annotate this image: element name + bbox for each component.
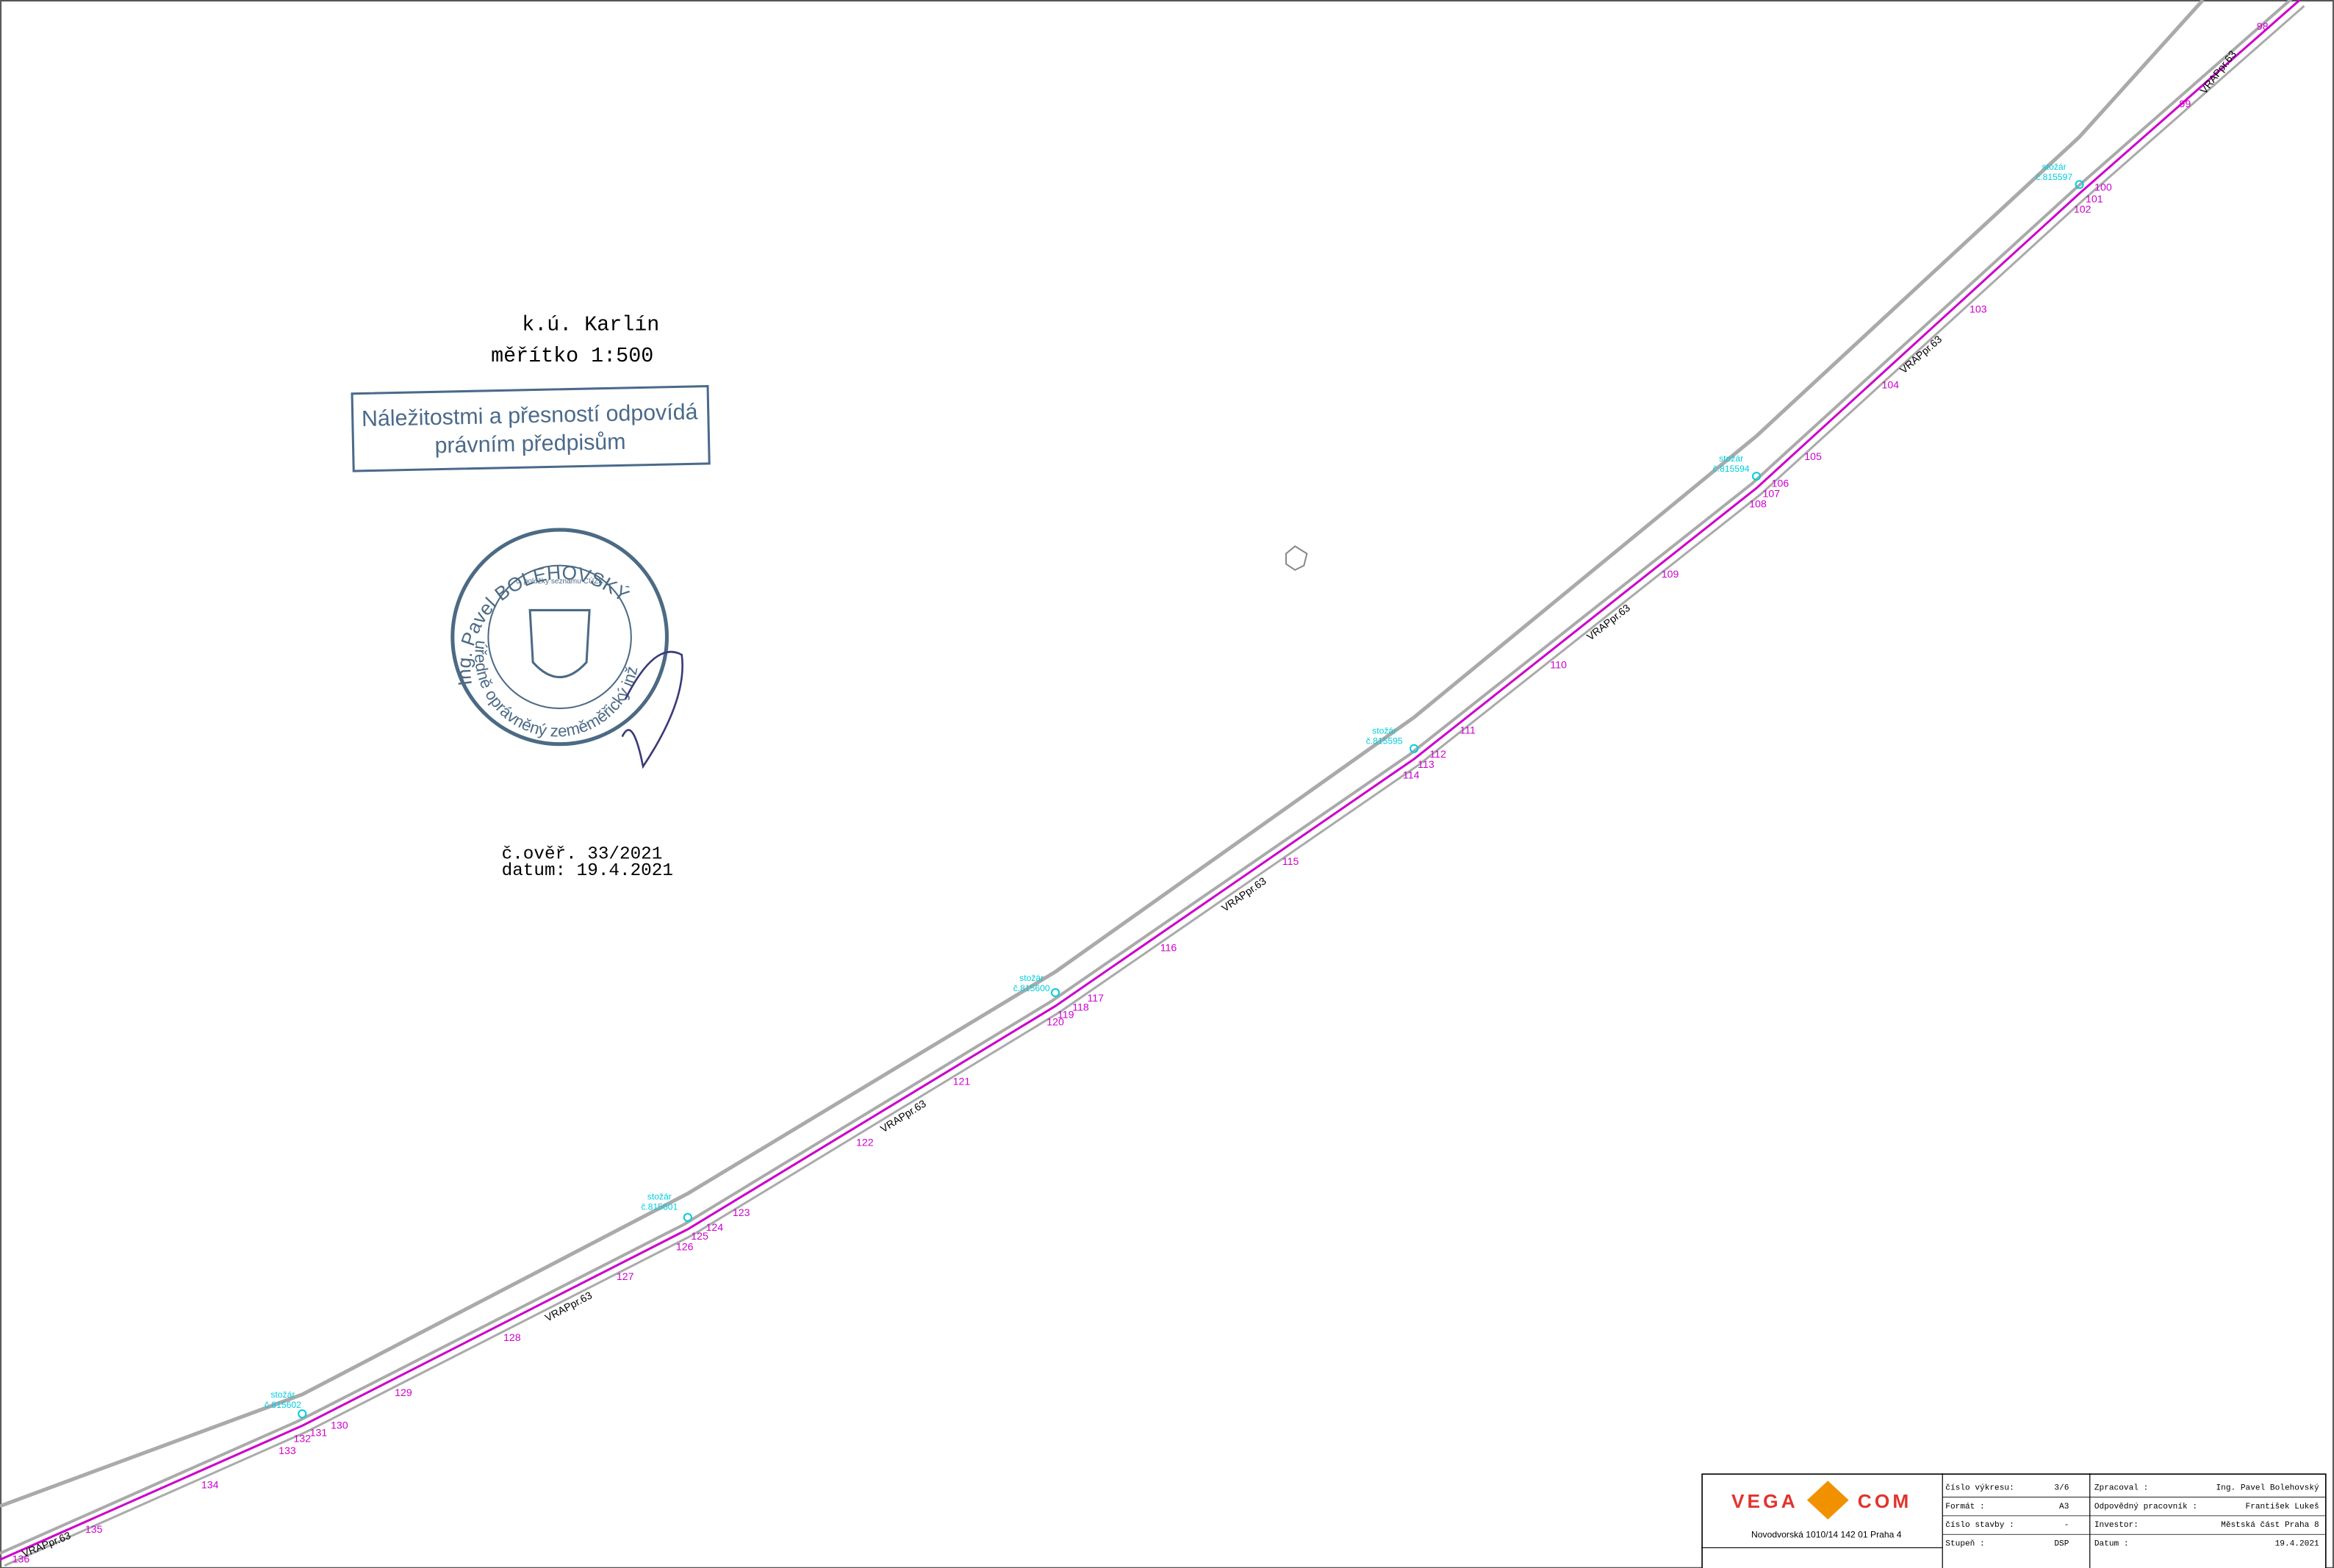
- pole-id: č.815600: [1013, 983, 1050, 993]
- point-number: 108: [1749, 499, 1767, 511]
- pole-kind: stožár: [1019, 973, 1044, 983]
- pole-kind: stožár: [647, 1192, 672, 1202]
- title-cell: DSP: [2054, 1539, 2069, 1548]
- point-number: 124: [705, 1222, 723, 1234]
- title-block: VEGA COM Novodvorská 1010/14 142 01 Prah…: [1701, 1473, 2326, 1568]
- pole-id: č.815595: [1366, 736, 1403, 747]
- drawing: k.ú. Karlín měřítko 1:500 Náležitostmi a…: [0, 0, 2334, 1568]
- title-cell: A3: [2059, 1503, 2069, 1511]
- point-number: 126: [676, 1241, 694, 1253]
- point-number: 128: [503, 1332, 521, 1344]
- point-number: 135: [85, 1524, 103, 1536]
- title-cell: Městská část Praha 8: [2221, 1521, 2319, 1530]
- point-number: 115: [1282, 856, 1299, 868]
- title-cell: Investor:: [2094, 1521, 2139, 1530]
- point-number: 118: [1072, 1001, 1089, 1013]
- title-cell: Datum :: [2094, 1539, 2129, 1548]
- point-number: 100: [2094, 181, 2112, 193]
- point-number: 134: [201, 1479, 219, 1491]
- point-number: 110: [1550, 659, 1567, 671]
- point-number: 132: [293, 1434, 311, 1445]
- point-number: 105: [1804, 451, 1822, 463]
- point-number: 99: [2180, 98, 2191, 110]
- point-number: 133: [279, 1445, 296, 1457]
- point-number: 117: [1087, 993, 1104, 1004]
- pole-kind: stožár: [270, 1389, 295, 1400]
- point-number: 130: [331, 1420, 348, 1431]
- point-number: 114: [1403, 769, 1420, 781]
- title-cell: Ing. Pavel Bolehovský: [2216, 1484, 2319, 1492]
- pole-kind: stožár: [2042, 162, 2067, 172]
- title-cell: číslo výkresu:: [1945, 1484, 2014, 1492]
- sheet-border: [1, 1, 2333, 1568]
- point-number: 131: [310, 1428, 328, 1439]
- logo: COM: [1858, 1490, 1912, 1512]
- scale: měřítko 1:500: [491, 344, 653, 368]
- title-cell: -: [2064, 1521, 2069, 1530]
- point-number: 111: [1459, 725, 1476, 737]
- pole-kind: stožár: [1719, 453, 1743, 464]
- title-cell: František Lukeš: [2246, 1503, 2319, 1511]
- point-number: 102: [2074, 204, 2091, 216]
- point-number: 103: [1969, 303, 1987, 315]
- pole-id: č.815601: [641, 1202, 678, 1212]
- verification-date: datum: 19.4.2021: [502, 861, 673, 881]
- point-number: 104: [1882, 380, 1900, 392]
- title-cell: Formát :: [1945, 1503, 1984, 1511]
- title-cell: 19.4.2021: [2275, 1539, 2319, 1548]
- page: k.ú. Karlín měřítko 1:500 Náležitostmi a…: [0, 0, 2334, 1568]
- pole-id: č.815594: [1713, 464, 1750, 474]
- cadastre: k.ú. Karlín: [522, 313, 659, 337]
- pole-id: č.815597: [2036, 172, 2072, 182]
- point-number: 121: [953, 1076, 971, 1088]
- logo: VEGA: [1731, 1490, 1798, 1512]
- seal-note: č. položky seznamu ČÚZK: [516, 576, 603, 586]
- stamp-text: právním předpisům: [434, 429, 626, 458]
- title-cell: Odpovědný pracovník :: [2094, 1503, 2197, 1511]
- title-cell: 3/6: [2054, 1484, 2069, 1492]
- point-number: 122: [856, 1137, 874, 1149]
- pole-id: č.815602: [265, 1400, 301, 1410]
- address: Novodvorská 1010/14 142 01 Praha 4: [1751, 1529, 1902, 1539]
- point-number: 125: [691, 1231, 708, 1242]
- title-cell: číslo stavby :: [1945, 1521, 2014, 1530]
- point-number: 127: [617, 1271, 634, 1283]
- title-cell: Zpracoval :: [2094, 1484, 2148, 1492]
- title-cell: Stupeň :: [1945, 1539, 1984, 1548]
- point-number: 129: [395, 1387, 412, 1399]
- pole-kind: stožár: [1372, 726, 1396, 736]
- point-number: 120: [1046, 1017, 1064, 1029]
- point-number: 116: [1160, 942, 1177, 954]
- point-number: 113: [1418, 759, 1434, 771]
- point-number: 109: [1662, 569, 1679, 580]
- point-number: 98: [2257, 21, 2269, 33]
- point-number: 123: [733, 1207, 750, 1219]
